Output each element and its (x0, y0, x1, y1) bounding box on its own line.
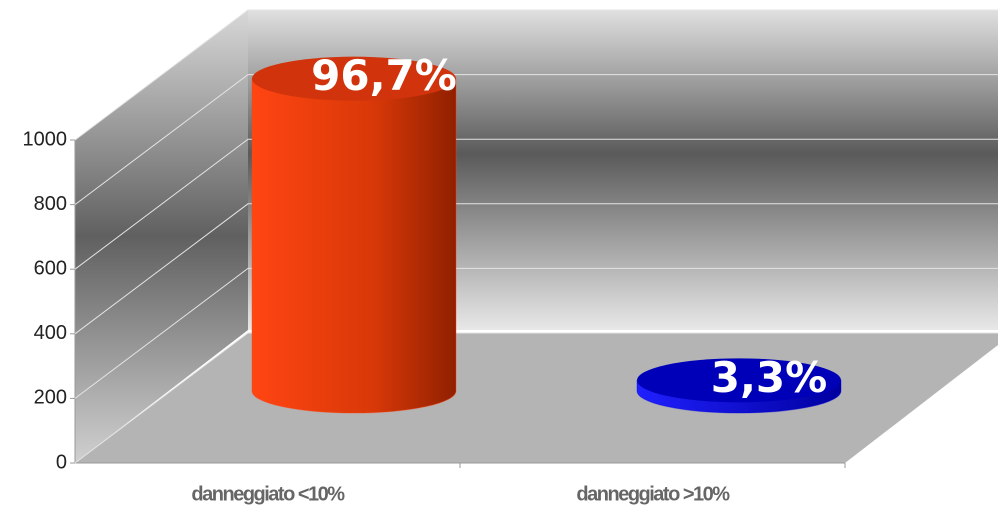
y-tick-label: 1000 (23, 128, 68, 150)
data-label: 96,7% (311, 51, 457, 100)
grid-line (74, 203, 998, 335)
grid-line (74, 74, 998, 205)
y-tick-label: 600 (34, 257, 67, 279)
y-tick-label: 0 (56, 451, 67, 473)
x-tick-label: danneggiato <10% (191, 483, 345, 505)
y-tick-label: 800 (34, 193, 67, 215)
x-tick-label: danneggiato >10% (576, 483, 730, 505)
grid-line (74, 138, 998, 270)
y-tick-label: 400 (34, 322, 67, 344)
bar (251, 78, 457, 414)
grid-line (74, 332, 998, 464)
grid-line (74, 9, 998, 141)
bar-top (637, 358, 841, 403)
data-label: 3,3% (711, 353, 827, 402)
grid-line (74, 267, 998, 399)
bar-top (252, 56, 456, 101)
y-tick-label: 200 (34, 387, 67, 409)
side-wall (75, 10, 248, 463)
